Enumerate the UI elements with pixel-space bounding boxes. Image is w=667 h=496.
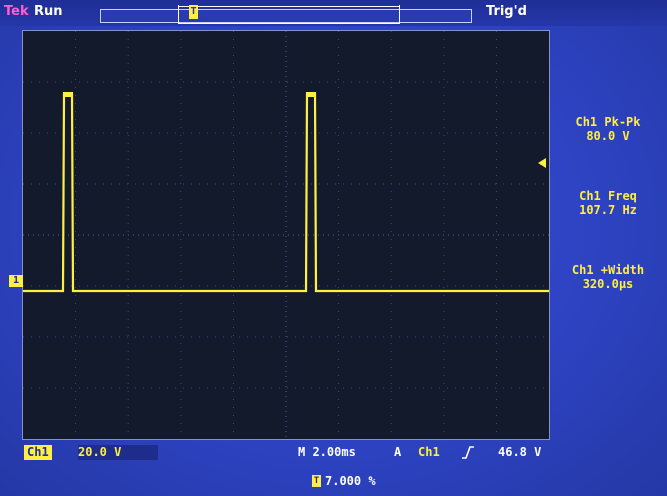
channel-badge: Ch1 xyxy=(24,445,52,460)
rising-slope-icon xyxy=(462,446,474,459)
measurement-value: 320.0μs xyxy=(582,277,634,291)
measurement-freq: Ch1 Freq 107.7 Hz xyxy=(552,189,664,217)
vertical-scale: 20.0 V xyxy=(78,445,158,460)
record-view-window xyxy=(178,5,400,24)
graticule xyxy=(22,30,550,440)
measurement-pkpk: Ch1 Pk-Pk 80.0 V xyxy=(552,115,664,143)
measurement-value: 80.0 V xyxy=(586,129,630,143)
measurement-value: 107.7 Hz xyxy=(579,203,637,217)
measurement-label: Ch1 Freq xyxy=(579,189,637,203)
brand-logo: Tek xyxy=(4,4,29,19)
measurement-width: Ch1 +Width 320.0μs xyxy=(552,263,664,291)
trigger-status: Trig'd xyxy=(486,4,527,19)
ch1-trace xyxy=(23,92,549,293)
trigger-source: Ch1 xyxy=(418,445,440,459)
timebase-readout: M 2.00ms xyxy=(298,445,356,459)
acquisition-state: Run xyxy=(34,4,63,19)
record-trigger-marker: T xyxy=(189,5,198,19)
measurement-label: Ch1 +Width xyxy=(571,263,645,277)
waveform-display xyxy=(23,31,549,439)
measurement-label: Ch1 Pk-Pk xyxy=(575,115,641,129)
ch1-ground-marker: 1 xyxy=(9,275,23,287)
horizontal-position: 7.000 % xyxy=(325,474,376,488)
horizontal-position-icon: T xyxy=(312,475,321,487)
trigger-type: A xyxy=(394,445,402,459)
trigger-level: 46.8 V xyxy=(498,445,542,459)
trigger-level-icon xyxy=(538,158,546,168)
status-bar: Tek Run T Trig'd xyxy=(0,0,667,26)
